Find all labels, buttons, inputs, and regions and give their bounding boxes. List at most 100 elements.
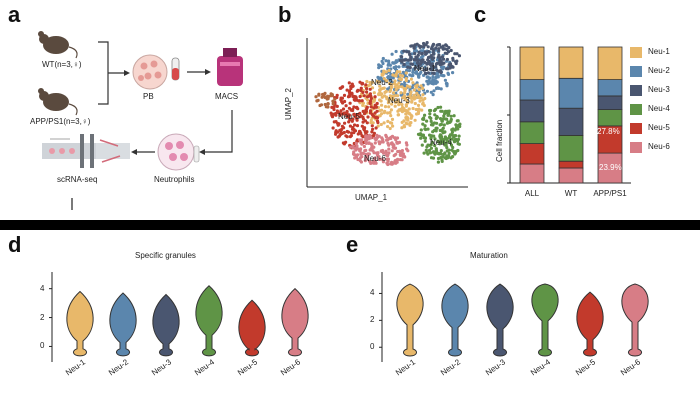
umap-point bbox=[332, 107, 336, 112]
umap-point bbox=[426, 45, 430, 49]
umap-point bbox=[381, 138, 385, 142]
umap-point bbox=[377, 66, 381, 70]
umap-point bbox=[405, 117, 409, 121]
umap-point bbox=[363, 126, 367, 130]
umap-point bbox=[429, 146, 433, 150]
violin-shape bbox=[531, 283, 559, 357]
umap-point bbox=[407, 50, 411, 54]
umap-point bbox=[409, 90, 413, 94]
legend-swatch bbox=[630, 123, 642, 134]
legend-entry: Neu-4 bbox=[648, 104, 670, 113]
umap-point bbox=[404, 141, 408, 145]
umap-point bbox=[379, 122, 383, 127]
umap-point bbox=[407, 111, 411, 115]
umap-point bbox=[438, 62, 442, 66]
umap-point bbox=[452, 114, 456, 118]
umap-point bbox=[351, 84, 355, 88]
umap-point bbox=[354, 141, 358, 145]
umap-point bbox=[364, 156, 368, 160]
umap-point bbox=[427, 50, 431, 54]
umap-point bbox=[374, 161, 378, 165]
umap-point bbox=[416, 103, 421, 107]
umap-point bbox=[436, 105, 440, 110]
umap-point bbox=[347, 81, 351, 85]
umap-point bbox=[334, 132, 338, 136]
umap-point bbox=[400, 85, 404, 89]
umap-point bbox=[390, 117, 395, 121]
umap-point bbox=[374, 138, 378, 142]
umap-point bbox=[420, 143, 424, 147]
umap-point bbox=[365, 90, 369, 94]
umap-point bbox=[436, 156, 441, 161]
app-label: APP/PS1(n=3,♀) bbox=[30, 117, 91, 126]
cluster-label: Neu-6 bbox=[364, 154, 386, 163]
umap-point bbox=[380, 157, 384, 161]
umap-point bbox=[344, 104, 348, 108]
umap-point bbox=[379, 93, 383, 97]
umap-point bbox=[453, 151, 457, 155]
umap-point bbox=[350, 91, 354, 95]
pb-label: PB bbox=[143, 92, 154, 101]
umap-point bbox=[326, 102, 330, 106]
umap-point bbox=[387, 68, 391, 73]
umap-point bbox=[414, 95, 418, 99]
umap-point bbox=[406, 58, 410, 62]
umap-point bbox=[349, 134, 353, 138]
umap-point bbox=[407, 107, 411, 111]
bar-segment bbox=[558, 160, 584, 169]
umap-point bbox=[433, 144, 437, 148]
umap-point bbox=[323, 95, 327, 100]
umap-point bbox=[362, 94, 366, 98]
umap-point bbox=[447, 112, 451, 116]
umap-point bbox=[363, 130, 368, 134]
umap-point bbox=[441, 140, 446, 144]
umap-point bbox=[409, 57, 413, 61]
umap-point bbox=[336, 135, 340, 139]
umap-point bbox=[340, 85, 344, 89]
umap-point bbox=[451, 145, 455, 150]
umap-point bbox=[388, 126, 392, 131]
umap-point bbox=[403, 97, 407, 101]
umap-point bbox=[397, 101, 402, 105]
umap-point bbox=[355, 98, 359, 102]
violin-plots bbox=[49, 272, 649, 362]
umap-point bbox=[417, 107, 421, 111]
umap-point bbox=[369, 147, 373, 151]
umap-point bbox=[360, 81, 365, 85]
umap-point bbox=[398, 70, 402, 74]
umap-point bbox=[453, 52, 457, 56]
umap-point bbox=[370, 130, 374, 134]
violin-y-tick-label: 4 bbox=[40, 283, 45, 293]
sequencer-icon bbox=[42, 134, 130, 168]
umap-point bbox=[439, 45, 443, 49]
umap-point bbox=[347, 115, 351, 119]
umap-point bbox=[387, 147, 391, 151]
umap-point bbox=[406, 92, 410, 96]
umap-point bbox=[425, 145, 429, 149]
umap-point bbox=[330, 113, 334, 117]
umap-point bbox=[389, 114, 393, 118]
umap-point bbox=[391, 97, 396, 101]
umap-point bbox=[350, 119, 354, 123]
umap-point bbox=[406, 149, 410, 153]
umap-point bbox=[456, 119, 460, 123]
umap-point bbox=[406, 101, 410, 105]
umap-point bbox=[399, 78, 403, 82]
violin-shape bbox=[238, 299, 266, 357]
umap-point bbox=[355, 124, 360, 128]
umap-point bbox=[363, 111, 367, 115]
umap-point bbox=[445, 81, 449, 85]
bar-x-tick-label: ALL bbox=[524, 189, 540, 198]
umap-point bbox=[457, 134, 461, 138]
umap-point bbox=[370, 161, 374, 165]
umap-point bbox=[409, 96, 414, 100]
umap-point bbox=[393, 104, 397, 108]
umap-point bbox=[323, 91, 327, 95]
umap-point bbox=[331, 126, 335, 130]
umap-point bbox=[372, 131, 376, 135]
umap-point bbox=[394, 100, 398, 104]
umap-point bbox=[388, 81, 392, 86]
umap-point bbox=[405, 122, 409, 126]
scrnaseq-label: scRNA-seq bbox=[57, 175, 98, 184]
umap-point bbox=[395, 70, 399, 74]
